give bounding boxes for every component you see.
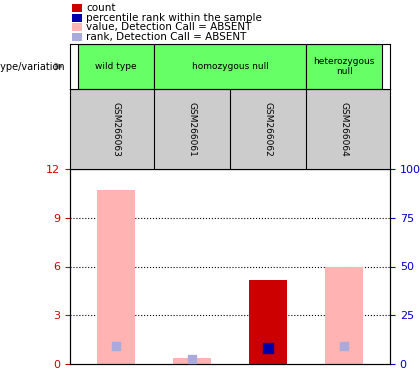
Text: genotype/variation: genotype/variation	[0, 61, 65, 71]
Text: heterozygous
null: heterozygous null	[314, 57, 375, 76]
Text: wild type: wild type	[95, 62, 136, 71]
Bar	[154, 44, 306, 89]
Point	[341, 343, 348, 349]
Bar	[325, 266, 363, 364]
Point	[189, 356, 195, 362]
Text: GSM266062: GSM266062	[264, 102, 273, 156]
Bar	[78, 44, 154, 89]
Bar	[97, 190, 135, 364]
Text: GSM266061: GSM266061	[187, 101, 197, 156]
Title: GDS3387 / 1434710_at: GDS3387 / 1434710_at	[150, 151, 311, 165]
Text: GSM266063: GSM266063	[111, 101, 120, 156]
Bar	[173, 358, 211, 364]
Bar	[249, 280, 287, 364]
Text: value, Detection Call = ABSENT: value, Detection Call = ABSENT	[86, 22, 252, 32]
Text: percentile rank within the sample: percentile rank within the sample	[86, 13, 262, 23]
Point	[113, 343, 119, 349]
Bar	[306, 44, 382, 89]
Text: GSM266064: GSM266064	[340, 102, 349, 156]
Point	[265, 345, 271, 351]
Text: rank, Detection Call = ABSENT: rank, Detection Call = ABSENT	[86, 32, 247, 42]
Text: homozygous null: homozygous null	[192, 62, 268, 71]
Text: count: count	[86, 3, 116, 13]
